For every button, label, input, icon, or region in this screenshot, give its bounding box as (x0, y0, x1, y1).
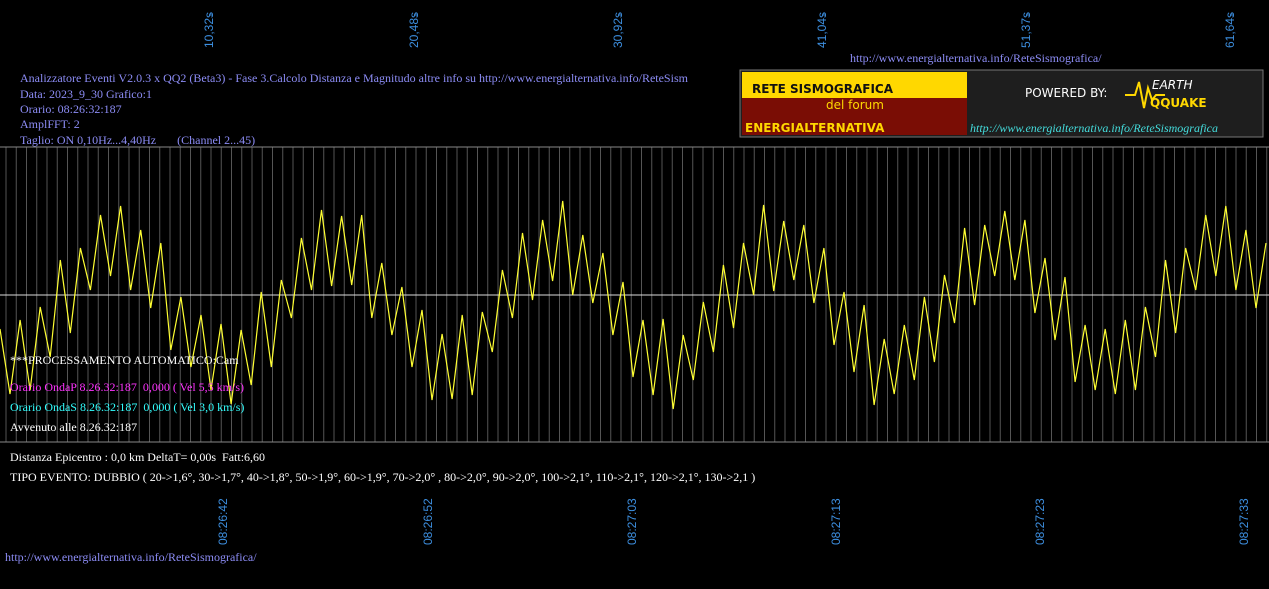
logo-band (742, 72, 967, 98)
logo-brand: EARTH (1152, 78, 1192, 92)
event-type: TIPO EVENTO: DUBBIO ( 20->1,6°, 30->1,7°… (10, 470, 755, 484)
top-mark: 51,37s (1019, 12, 1033, 48)
logo-icon (1125, 81, 1165, 109)
bottom-time: 08:26:42 (216, 498, 230, 545)
top-mark: 30,92s (611, 12, 625, 48)
wave-s: Orario OndaS 8.26.32:187 0,000 ( Vel 3,0… (10, 400, 244, 414)
occurred: Avvenuto alle 8.26.32:187 (10, 420, 137, 434)
waveform-group (0, 200, 1267, 410)
logo-subtitle: del forum (826, 98, 884, 112)
distance: Distanza Epicentro : 0,0 km DeltaT= 0,00… (10, 450, 265, 464)
wave-p: Orario OndaP 8.26.32:187 0,000 ( Vel 5,5… (10, 380, 244, 394)
bottom-time: 08:27:33 (1237, 498, 1251, 545)
header-line: Taglio: ON 0,10Hz...4,40Hz (Channel 2...… (20, 133, 255, 147)
top-mark: 10,32s (202, 12, 216, 48)
top-mark: 41,04s (815, 12, 829, 48)
bottom-time: 08:27:03 (625, 498, 639, 545)
waveform (0, 200, 1267, 410)
bottom-time: 08:27:13 (829, 498, 843, 545)
logo-brand: QQUAKE (1150, 96, 1207, 110)
top-mark: 61,64s (1223, 12, 1237, 48)
logo-name: ENERGIALTERNATIVA (745, 121, 885, 135)
logo-url: http://www.energialternativa.info/ReteSi… (970, 121, 1218, 135)
bottom-time: 08:27:23 (1033, 498, 1047, 545)
header-line: Data: 2023_9_30 Grafico:1 (20, 87, 152, 101)
top-url: http://www.energialternativa.info/ReteSi… (850, 51, 1102, 65)
logo-band (742, 98, 967, 135)
logo-title: RETE SISMOGRAFICA (752, 82, 894, 96)
header-line: AmplFFT: 2 (20, 117, 80, 131)
header-line: Orario: 08:26:32:187 (20, 102, 122, 116)
logo-powered: POWERED BY: (1025, 86, 1107, 100)
logo: RETE SISMOGRAFICA del forum ENERGIALTERN… (739, 69, 1264, 138)
bottom-time: 08:26:52 (421, 498, 435, 545)
header-line: Analizzatore Eventi V2.0.3 x QQ2 (Beta3)… (20, 71, 689, 85)
processing: ***PROCESSAMENTO AUTOMATICO:Cam (10, 353, 239, 367)
top-mark: 20,48s (407, 12, 421, 48)
footer-url: http://www.energialternativa.info/ReteSi… (5, 550, 257, 564)
